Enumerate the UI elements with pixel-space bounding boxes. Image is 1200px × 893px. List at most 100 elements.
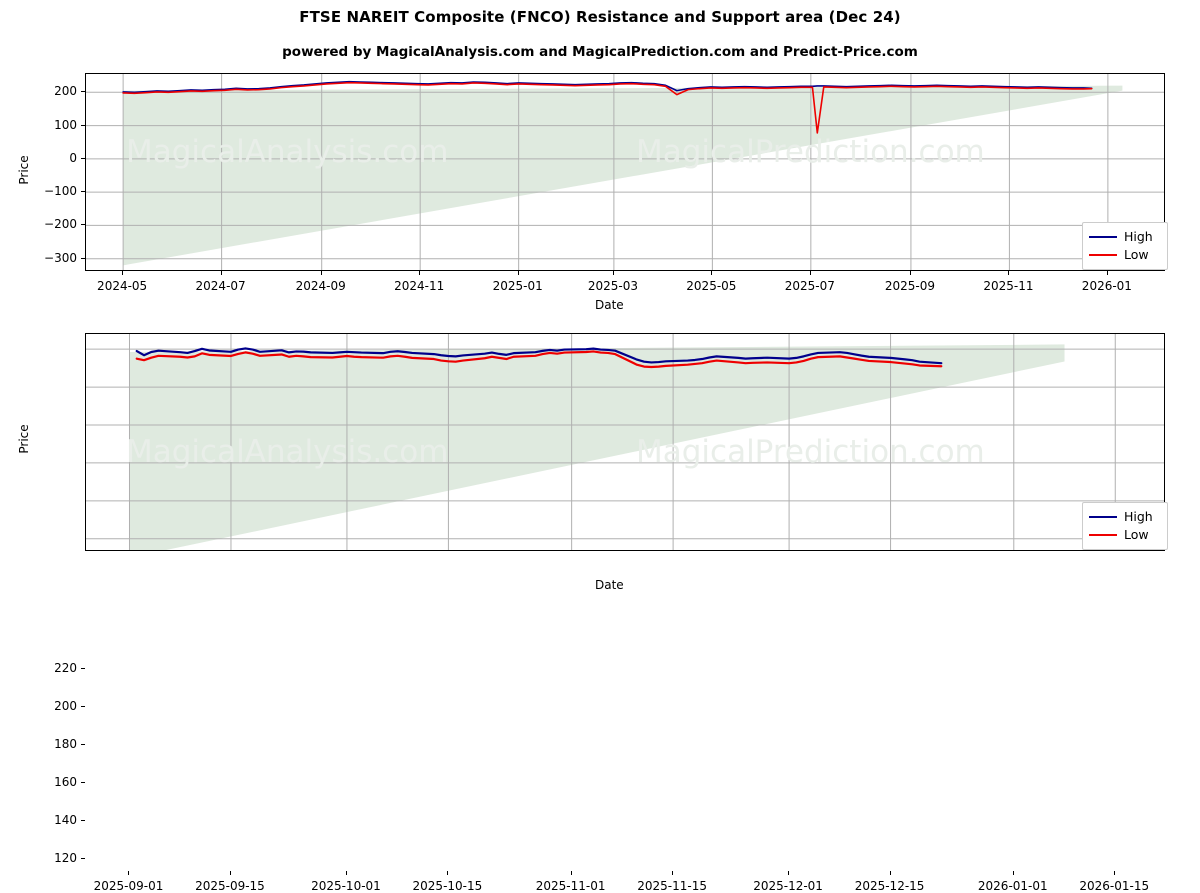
svg-text:MagicalAnalysis.com: MagicalAnalysis.com [126, 434, 448, 470]
overview-plot-svg: MagicalAnalysis.com MagicalPrediction.com [86, 74, 1164, 270]
x-tick-label: 2025-07 [784, 279, 835, 293]
legend-swatch-low [1089, 534, 1117, 536]
x-tick-label: 2025-09 [884, 279, 935, 293]
x-tick-label: 2025-09-15 [195, 879, 265, 893]
page-subtitle: powered by MagicalAnalysis.com and Magic… [282, 44, 918, 60]
legend-label-low: Low [1124, 246, 1149, 262]
x-tick-label: 2025-10-15 [412, 879, 483, 893]
legend-swatch-low [1089, 254, 1117, 256]
x-tick-mark [1106, 271, 1108, 275]
legend-swatch-high [1089, 236, 1117, 238]
x-tick-label: 2025-12-15 [854, 879, 925, 893]
x-tick-mark [612, 271, 614, 275]
x-tick-mark [909, 271, 911, 275]
x-tick-label: 2024-05 [97, 279, 148, 293]
overview-watermark-layer: MagicalAnalysis.com MagicalPrediction.com [126, 134, 985, 170]
overview-plot-area: MagicalAnalysis.com MagicalPrediction.com [85, 73, 1165, 271]
y-tick-label: 0 [69, 150, 77, 165]
y-tick-label: 120 [54, 850, 77, 865]
y-tick-label: −200 [44, 217, 77, 232]
svg-text:MagicalPrediction.com: MagicalPrediction.com [636, 134, 985, 170]
y-tick-mark [81, 706, 85, 708]
overview-chart-panel: MagicalAnalysis.com MagicalPrediction.com… [0, 0, 1200, 320]
legend-item-low[interactable]: Low [1089, 246, 1159, 264]
y-tick-mark [81, 819, 85, 821]
x-tick-mark [419, 271, 421, 275]
legend-swatch-high [1089, 516, 1117, 518]
y-tick-label: 180 [54, 736, 77, 751]
zoom-plot-area: MagicalAnalysis.com MagicalPrediction.com [85, 333, 1165, 551]
x-tick-mark [1008, 271, 1010, 275]
x-tick-label: 2026-01-15 [1079, 879, 1150, 893]
zoom-x-axis-label: Date [595, 578, 624, 592]
y-tick-mark [81, 857, 85, 859]
page-title: FTSE NAREIT Composite (FNCO) Resistance … [299, 8, 901, 26]
x-tick-mark [809, 271, 811, 275]
legend-label-high: High [1124, 508, 1153, 524]
y-tick-mark [81, 124, 85, 126]
x-tick-mark [447, 871, 449, 875]
legend-item-low[interactable]: Low [1089, 526, 1159, 544]
x-tick-label: 2024-09 [295, 279, 346, 293]
y-tick-label: 220 [54, 661, 77, 676]
zoom-y-axis-label: Price [17, 424, 31, 454]
x-tick-label: 2025-12-01 [753, 879, 823, 893]
zoom-support-band [129, 344, 1065, 550]
x-tick-label: 2025-03 [587, 279, 638, 293]
legend-label-low: Low [1124, 526, 1149, 542]
x-tick-label: 2025-11-01 [535, 879, 606, 893]
y-tick-mark [81, 668, 85, 670]
x-tick-mark [570, 871, 572, 875]
x-tick-label: 2024-07 [195, 279, 246, 293]
x-tick-mark [517, 271, 519, 275]
x-tick-mark [345, 871, 347, 875]
y-tick-mark [81, 781, 85, 783]
x-tick-mark [1114, 871, 1116, 875]
x-tick-mark [122, 271, 124, 275]
y-tick-label: −100 [44, 184, 77, 199]
overview-support-band [123, 85, 1123, 266]
svg-text:MagicalAnalysis.com: MagicalAnalysis.com [126, 134, 448, 170]
zoom-plot-svg: MagicalAnalysis.com MagicalPrediction.com [86, 334, 1164, 550]
x-tick-mark [889, 871, 891, 875]
overview-y-axis-label: Price [17, 155, 31, 185]
zoom-watermark-layer: MagicalAnalysis.com MagicalPrediction.com [126, 434, 985, 470]
x-tick-label: 2025-10-01 [311, 879, 381, 893]
overview-gridlines [86, 74, 1164, 270]
overview-x-axis-label: Date [595, 298, 624, 312]
x-tick-label: 2025-11 [983, 279, 1034, 293]
overview-legend[interactable]: High Low [1082, 222, 1168, 270]
y-tick-label: 200 [54, 84, 77, 99]
x-tick-label: 2025-01 [492, 279, 543, 293]
x-tick-label: 2025-05 [686, 279, 737, 293]
x-tick-label: 2026-01 [1081, 279, 1132, 293]
y-tick-mark [81, 91, 85, 93]
legend-label-high: High [1124, 228, 1153, 244]
zoom-data-lines [135, 347, 943, 369]
y-tick-mark [81, 191, 85, 193]
legend-item-high[interactable]: High [1089, 228, 1159, 246]
y-tick-label: 100 [54, 117, 77, 132]
x-tick-label: 2026-01-01 [977, 879, 1048, 893]
x-tick-mark [672, 871, 674, 875]
overview-data-lines [122, 80, 1093, 134]
y-tick-label: 200 [54, 699, 77, 714]
y-tick-mark [81, 257, 85, 259]
zoom-legend[interactable]: High Low [1082, 502, 1168, 550]
x-tick-mark [128, 871, 130, 875]
svg-text:MagicalPrediction.com: MagicalPrediction.com [636, 434, 985, 470]
x-tick-mark [229, 871, 231, 875]
y-tick-label: −300 [44, 250, 77, 265]
zoom-chart-panel: MagicalAnalysis.com MagicalPrediction.com… [0, 320, 1200, 893]
y-tick-label: 160 [54, 774, 77, 789]
x-tick-label: 2024-11 [394, 279, 445, 293]
x-tick-label: 2025-09-01 [93, 879, 164, 893]
y-tick-mark [81, 743, 85, 745]
y-tick-label: 140 [54, 812, 77, 827]
zoom-gridlines [86, 334, 1164, 550]
x-tick-mark [220, 271, 222, 275]
x-tick-mark [1012, 871, 1014, 875]
x-tick-mark [320, 271, 322, 275]
legend-item-high[interactable]: High [1089, 508, 1159, 526]
